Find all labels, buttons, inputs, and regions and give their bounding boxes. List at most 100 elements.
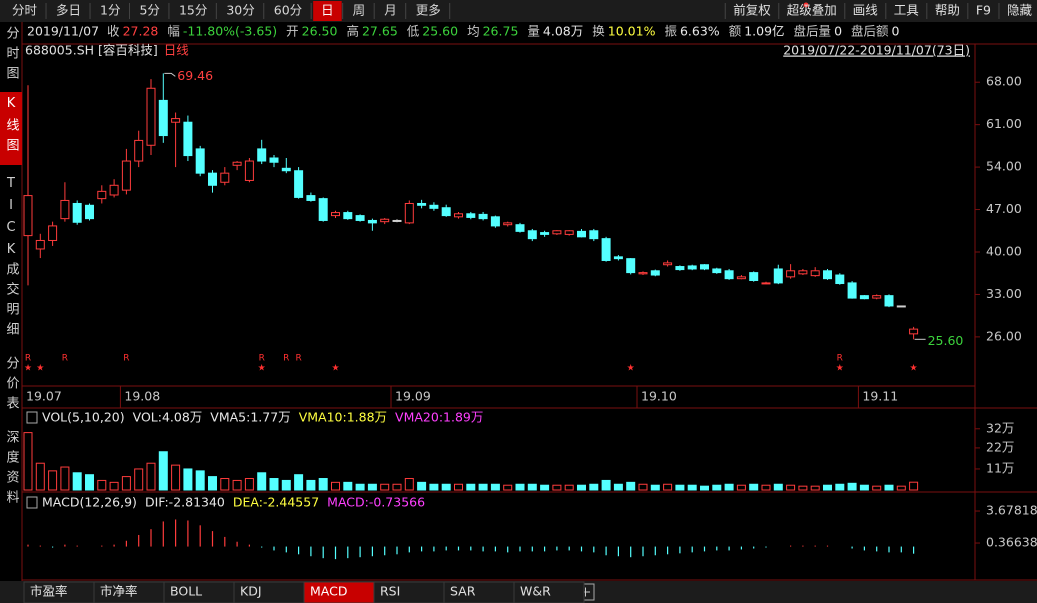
volume-bar bbox=[392, 483, 402, 491]
y-tick-label: 22万 bbox=[986, 439, 1014, 454]
quote-value: 26.75 bbox=[483, 24, 519, 39]
annotation-leader bbox=[164, 72, 176, 77]
candle-body bbox=[183, 121, 193, 157]
notify-dot bbox=[803, 2, 809, 8]
volume-bar bbox=[306, 479, 316, 491]
candle-body bbox=[786, 270, 796, 278]
candle-body bbox=[700, 264, 709, 270]
candle-body bbox=[663, 262, 673, 266]
quote-label: 盘后量 bbox=[794, 24, 832, 39]
sidebar-item[interactable]: 分价表 bbox=[4, 356, 20, 416]
period-tab[interactable] bbox=[218, 1, 263, 21]
period-tab[interactable] bbox=[131, 1, 168, 21]
signal: R bbox=[259, 354, 265, 364]
candle-body bbox=[749, 272, 759, 281]
volume-bar bbox=[712, 484, 722, 491]
candle-body bbox=[158, 99, 168, 137]
tool-button[interactable]: 画线 bbox=[853, 3, 879, 18]
signal: ★ bbox=[331, 364, 339, 374]
candle-body bbox=[712, 268, 722, 274]
volume-bar bbox=[798, 485, 808, 491]
y-tick-label: 68.00 bbox=[986, 74, 1022, 89]
tab-label: W&R bbox=[520, 584, 551, 599]
candle-body bbox=[195, 148, 205, 174]
tool-button[interactable]: 隐藏 bbox=[1007, 3, 1033, 18]
volume-bar bbox=[896, 485, 906, 491]
candle-body bbox=[232, 161, 242, 166]
candle-body bbox=[810, 270, 820, 277]
tool-button[interactable]: 帮助 bbox=[935, 3, 960, 18]
tool-button[interactable]: F9 bbox=[976, 3, 991, 18]
tool-button[interactable]: 工具 bbox=[894, 3, 920, 18]
tab-label: BOLL bbox=[170, 584, 202, 599]
candle-body bbox=[589, 230, 599, 240]
sidebar-item[interactable]: 分时图 bbox=[4, 26, 20, 86]
period-label: 1分 bbox=[100, 3, 120, 18]
volume-bar bbox=[318, 478, 328, 491]
candle-body bbox=[257, 148, 267, 162]
sidebar-item[interactable]: 深度资料 bbox=[4, 430, 20, 510]
candle-body bbox=[527, 230, 537, 240]
sidebar-selected bbox=[0, 92, 22, 165]
period-tab[interactable] bbox=[313, 1, 342, 21]
candle-body bbox=[761, 282, 771, 285]
volume-bar bbox=[515, 483, 525, 491]
period-label: 分时 bbox=[12, 3, 38, 18]
period-label: 周 bbox=[353, 3, 366, 18]
sidebar-item[interactable]: TICK bbox=[4, 176, 19, 264]
candle-body bbox=[244, 160, 254, 181]
candle-body bbox=[220, 172, 230, 183]
tab-label: SAR bbox=[450, 584, 476, 599]
tool-button[interactable]: 超级叠加 bbox=[787, 3, 837, 18]
tool-button[interactable]: 前复权 bbox=[733, 3, 771, 18]
sidebar-item[interactable]: 成交明细 bbox=[4, 262, 20, 342]
period-tab[interactable] bbox=[407, 1, 449, 21]
help-icon[interactable] bbox=[26, 496, 38, 509]
signal: R bbox=[295, 354, 301, 364]
volume-bar bbox=[490, 483, 500, 491]
period-tab[interactable] bbox=[92, 1, 129, 21]
period-tab[interactable] bbox=[376, 1, 405, 21]
volume-bar bbox=[749, 483, 759, 491]
indicator-tab[interactable] bbox=[513, 581, 585, 603]
period-tab[interactable] bbox=[170, 1, 216, 21]
volume-bar bbox=[589, 483, 599, 491]
period-tab[interactable] bbox=[344, 1, 374, 21]
quote-label: 额 bbox=[729, 24, 742, 39]
indicator-header: VMA10:1.88万 bbox=[299, 410, 387, 425]
volume-bar bbox=[847, 482, 857, 491]
signal: R bbox=[837, 354, 843, 364]
tab-label: RSI bbox=[380, 584, 400, 599]
period-tab[interactable] bbox=[265, 1, 311, 21]
period-tab[interactable] bbox=[48, 1, 90, 21]
sidebar-item[interactable]: K线图 bbox=[4, 96, 20, 158]
volume-bar bbox=[183, 468, 193, 491]
x-tick-label: 19.08 bbox=[124, 389, 160, 404]
candle-body bbox=[884, 295, 894, 307]
volume-bar bbox=[355, 483, 365, 491]
tab-label: 市净率 bbox=[100, 584, 138, 599]
period-label: 多日 bbox=[56, 3, 81, 18]
candle-body bbox=[343, 212, 353, 220]
tab-label: MACD bbox=[310, 584, 347, 599]
volume-bar bbox=[404, 478, 414, 491]
candle-body bbox=[35, 239, 45, 250]
volume-bar bbox=[859, 484, 869, 491]
period-tab[interactable] bbox=[4, 1, 46, 21]
quote-value: 1.09亿 bbox=[744, 24, 784, 39]
candle-body bbox=[724, 270, 734, 280]
signal: R bbox=[123, 354, 129, 364]
y-tick-label: 54.00 bbox=[986, 159, 1022, 174]
candle-body bbox=[355, 215, 365, 221]
volume-bar bbox=[761, 484, 771, 491]
candle-body bbox=[552, 230, 562, 235]
quote-value: 4.08万 bbox=[543, 24, 583, 39]
help-icon[interactable] bbox=[26, 411, 38, 424]
candle-body bbox=[367, 219, 377, 224]
volume-bar bbox=[195, 470, 205, 491]
volume-bar bbox=[478, 483, 488, 491]
candle-body bbox=[134, 139, 144, 162]
tab-label: KDJ bbox=[240, 584, 262, 599]
candle-body bbox=[613, 256, 623, 260]
